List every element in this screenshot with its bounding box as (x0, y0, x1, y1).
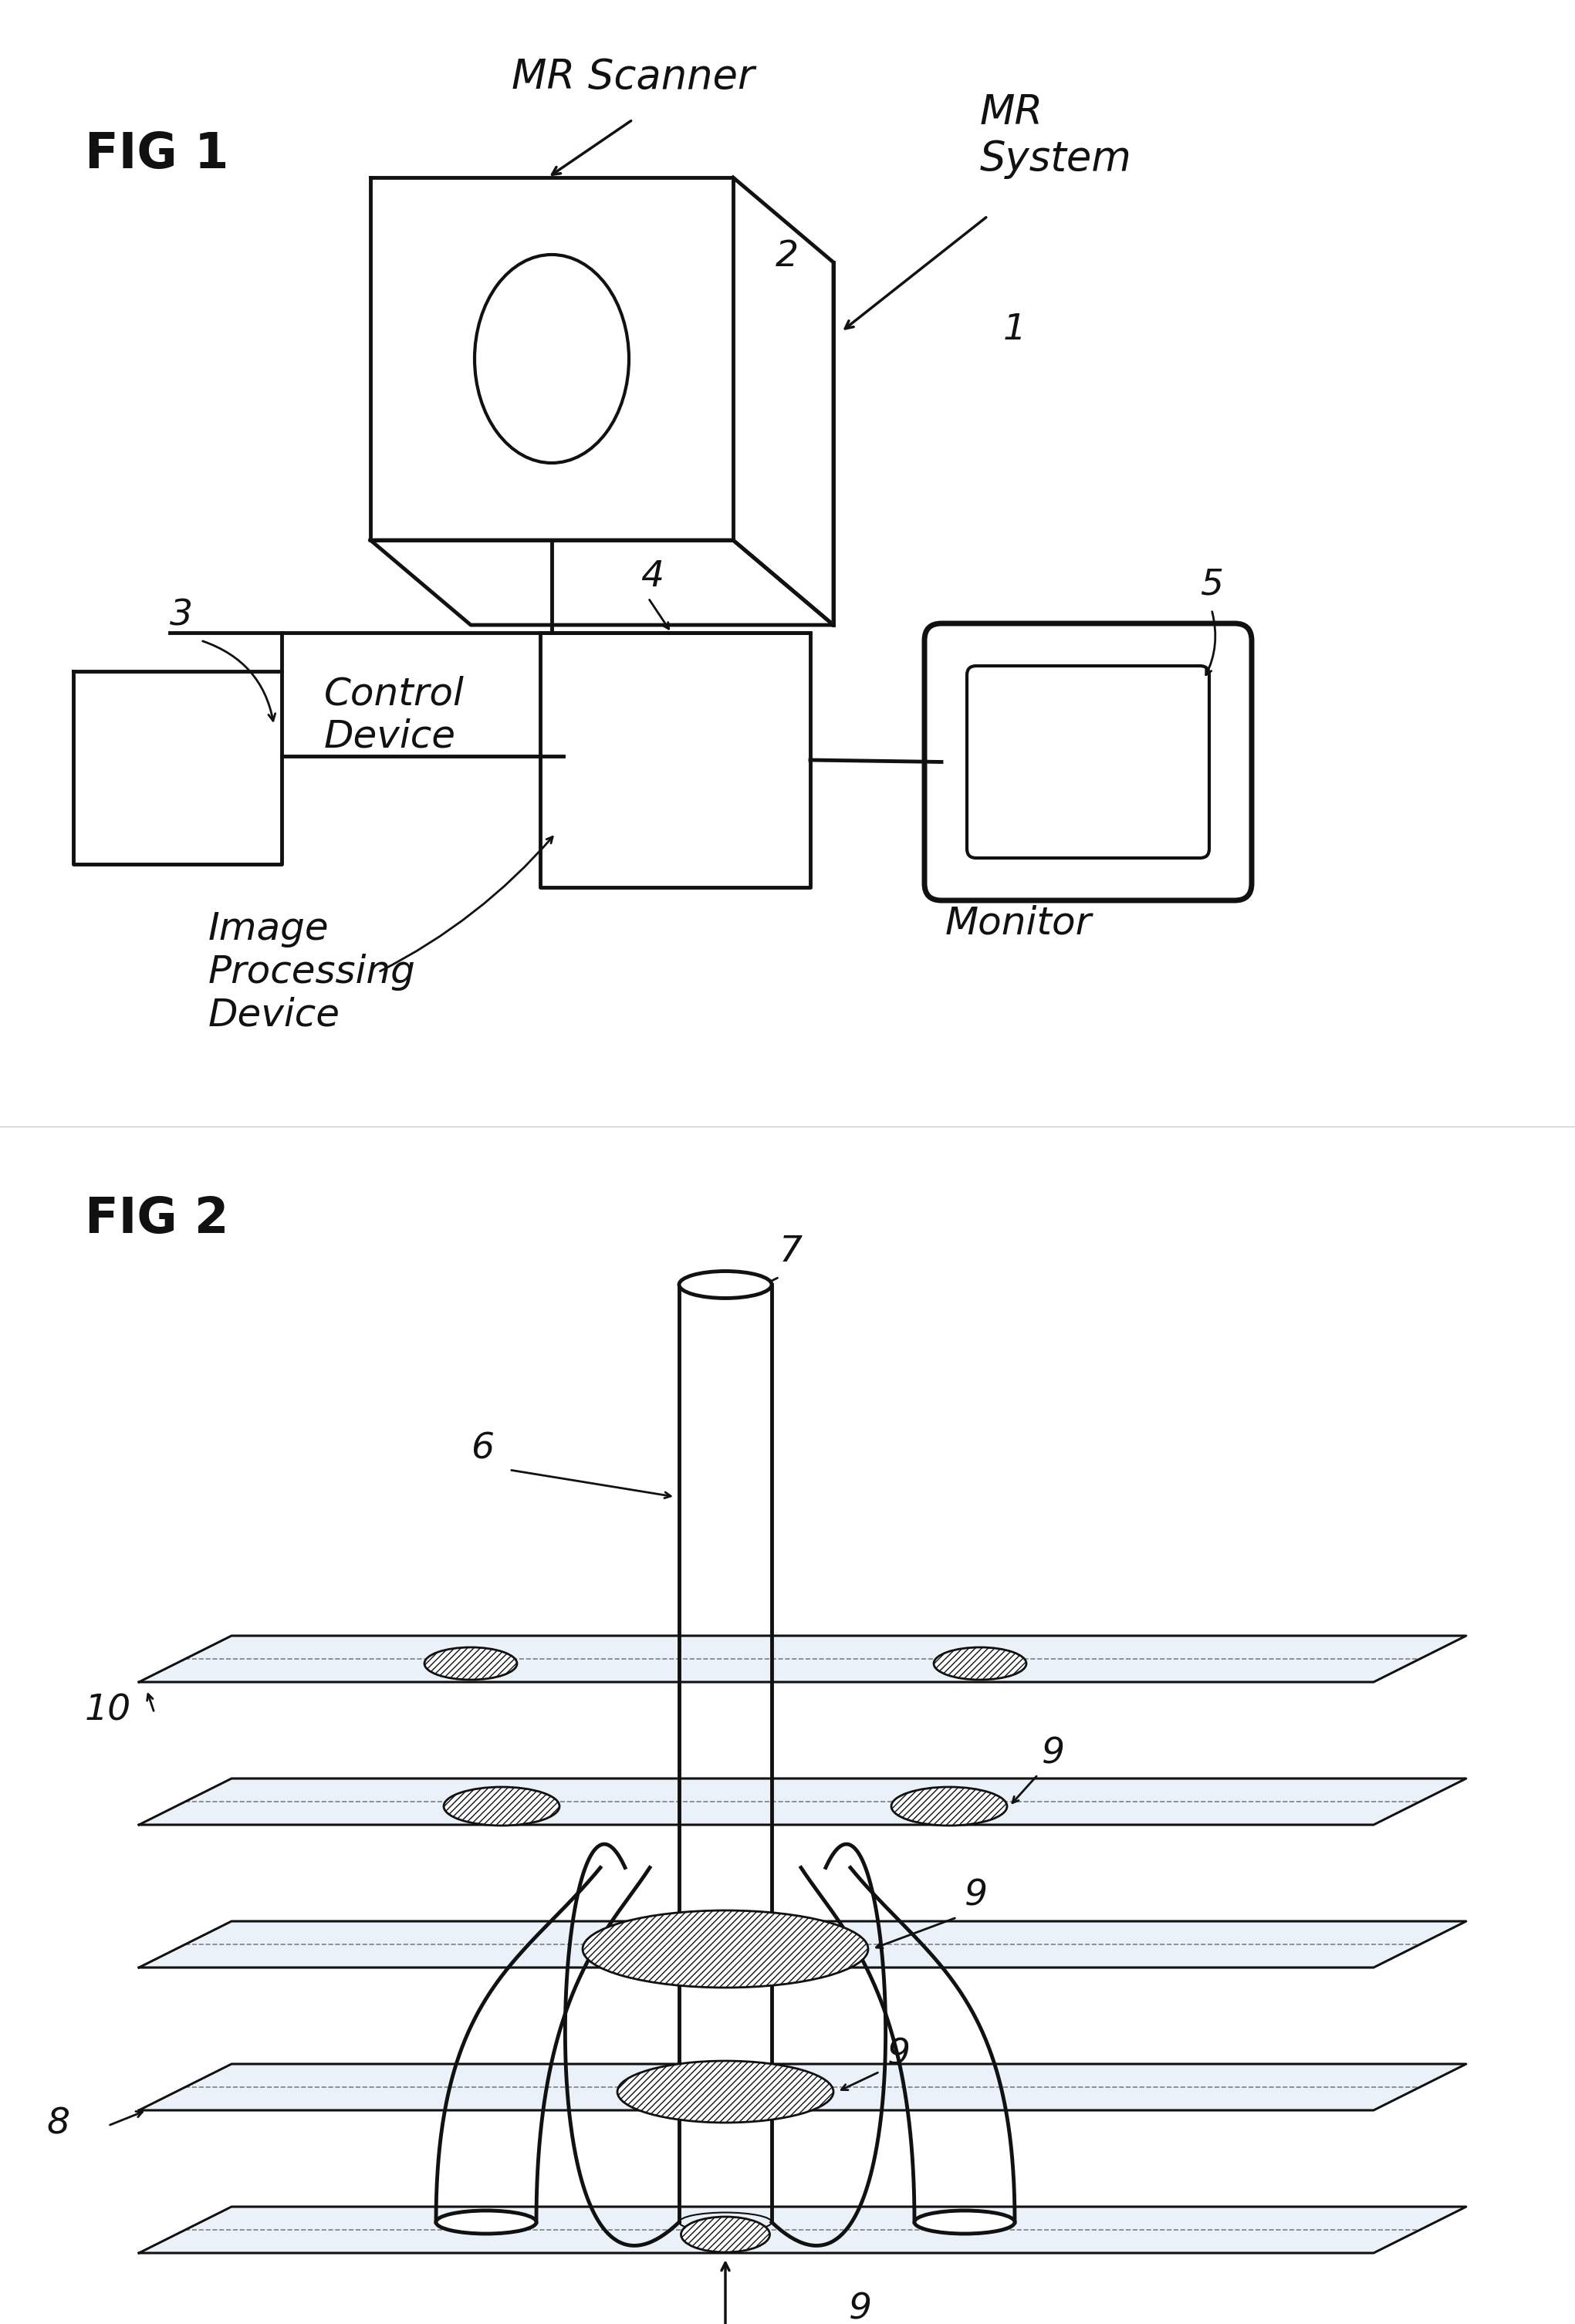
Ellipse shape (934, 1648, 1027, 1680)
Text: Control
Device: Control Device (324, 676, 465, 755)
Ellipse shape (891, 1787, 1006, 1827)
Polygon shape (139, 1922, 1466, 1968)
Polygon shape (139, 1778, 1466, 1824)
Text: 2: 2 (775, 239, 799, 274)
Text: FIG 2: FIG 2 (85, 1195, 228, 1243)
Text: Monitor: Monitor (945, 904, 1091, 941)
Text: MR
System: MR System (980, 93, 1132, 179)
Text: 5: 5 (1200, 567, 1224, 602)
Text: 3: 3 (170, 597, 194, 632)
Ellipse shape (679, 1271, 772, 1299)
Polygon shape (139, 1636, 1466, 1683)
Text: 1: 1 (1003, 311, 1027, 346)
Text: 9: 9 (849, 2291, 873, 2324)
Polygon shape (139, 2064, 1466, 2110)
Ellipse shape (583, 1910, 868, 1987)
Text: 4: 4 (641, 560, 663, 595)
Ellipse shape (436, 2210, 537, 2233)
Polygon shape (139, 2208, 1466, 2252)
Ellipse shape (444, 1787, 559, 1827)
Text: 7: 7 (780, 1234, 803, 1269)
Text: 10: 10 (85, 1694, 131, 1729)
Text: 9: 9 (1041, 1736, 1065, 1771)
Ellipse shape (680, 2217, 770, 2252)
Text: 8: 8 (46, 2106, 69, 2140)
Text: 6: 6 (471, 1432, 495, 1466)
Text: FIG 1: FIG 1 (85, 130, 228, 179)
Text: Image
Processing
Device: Image Processing Device (208, 911, 416, 1034)
Text: MR Scanner: MR Scanner (512, 58, 754, 98)
Ellipse shape (915, 2210, 1014, 2233)
Text: 9: 9 (964, 1878, 988, 1913)
Ellipse shape (617, 2061, 833, 2122)
Text: 9: 9 (887, 2036, 910, 2071)
Ellipse shape (424, 1648, 517, 1680)
